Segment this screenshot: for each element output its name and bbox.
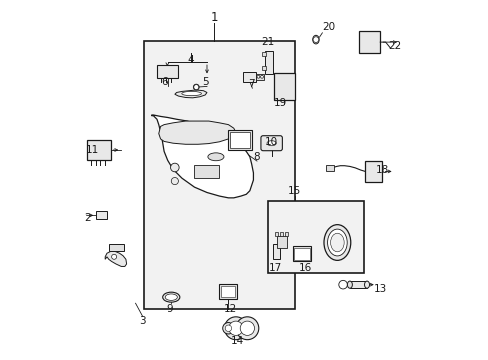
Circle shape <box>225 325 231 332</box>
Text: 11: 11 <box>86 145 99 155</box>
Text: 6: 6 <box>161 77 167 87</box>
Circle shape <box>228 321 243 336</box>
Bar <box>144 41 294 309</box>
Circle shape <box>338 280 346 289</box>
Circle shape <box>193 85 198 90</box>
Bar <box>325 165 333 171</box>
Bar <box>194 165 219 178</box>
Bar <box>279 232 283 237</box>
Text: 9: 9 <box>166 304 172 314</box>
Circle shape <box>257 75 259 78</box>
Bar <box>276 237 286 248</box>
Text: 15: 15 <box>287 186 301 197</box>
Ellipse shape <box>324 225 350 260</box>
Text: 14: 14 <box>230 337 244 346</box>
Ellipse shape <box>330 233 344 252</box>
Text: 20: 20 <box>321 22 334 32</box>
Text: 4: 4 <box>187 55 194 65</box>
Bar <box>108 244 123 251</box>
Text: 19: 19 <box>273 98 286 108</box>
Bar <box>272 244 280 258</box>
Bar <box>230 132 249 148</box>
Ellipse shape <box>266 141 276 146</box>
Bar <box>87 140 110 160</box>
Text: 7: 7 <box>248 78 254 89</box>
Bar <box>219 284 236 298</box>
Circle shape <box>312 37 318 42</box>
Bar <box>358 31 380 53</box>
Bar <box>365 161 382 182</box>
Text: 17: 17 <box>269 262 282 273</box>
Text: 13: 13 <box>373 284 386 294</box>
Text: 10: 10 <box>264 138 277 148</box>
Bar <box>267 202 364 273</box>
Ellipse shape <box>327 229 346 256</box>
Bar <box>274 232 278 237</box>
Text: 21: 21 <box>261 37 274 48</box>
Ellipse shape <box>165 294 177 300</box>
Bar <box>261 52 265 56</box>
Circle shape <box>240 321 254 336</box>
Bar <box>292 247 311 261</box>
Ellipse shape <box>193 84 199 90</box>
Bar <box>256 73 264 80</box>
Bar <box>242 72 256 82</box>
Circle shape <box>235 317 258 340</box>
Bar <box>228 130 251 150</box>
Polygon shape <box>151 115 253 198</box>
Text: 8: 8 <box>253 152 260 162</box>
Text: 1: 1 <box>210 11 218 24</box>
Circle shape <box>170 163 179 172</box>
Text: 2: 2 <box>84 212 90 222</box>
Text: 12: 12 <box>223 304 236 314</box>
Bar <box>293 248 309 260</box>
Bar <box>157 64 177 78</box>
Text: 18: 18 <box>375 165 388 175</box>
Circle shape <box>171 177 178 185</box>
Ellipse shape <box>346 281 352 288</box>
Text: 22: 22 <box>387 41 400 51</box>
Ellipse shape <box>163 292 180 302</box>
Polygon shape <box>105 251 126 266</box>
Ellipse shape <box>312 35 319 44</box>
Bar <box>221 286 235 297</box>
Bar <box>273 73 294 100</box>
Circle shape <box>111 254 116 259</box>
Bar <box>96 211 107 219</box>
Circle shape <box>224 317 247 340</box>
Ellipse shape <box>207 153 224 161</box>
Text: 5: 5 <box>202 77 208 87</box>
Ellipse shape <box>182 91 201 96</box>
Ellipse shape <box>364 281 369 288</box>
Bar <box>349 281 366 288</box>
FancyBboxPatch shape <box>261 136 282 151</box>
Text: 16: 16 <box>298 262 311 273</box>
Bar <box>261 66 265 70</box>
Polygon shape <box>175 90 206 98</box>
Polygon shape <box>159 121 235 144</box>
Circle shape <box>260 75 263 78</box>
Bar <box>284 232 287 237</box>
Circle shape <box>222 323 234 334</box>
Text: 3: 3 <box>139 316 146 326</box>
Bar <box>264 51 272 73</box>
